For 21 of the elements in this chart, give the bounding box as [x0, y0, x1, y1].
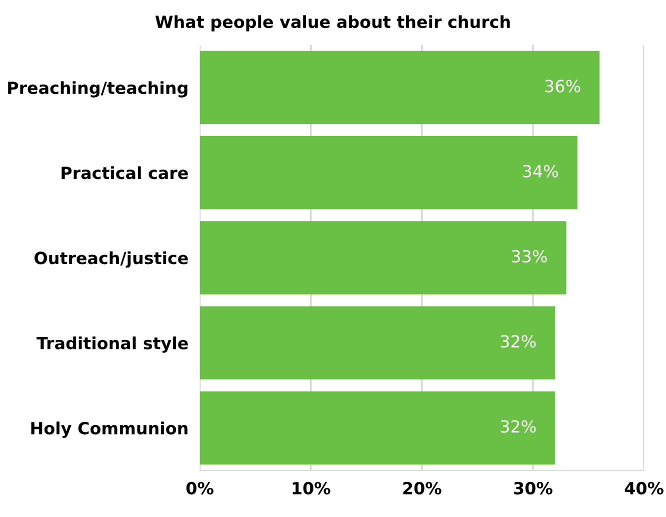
x-tick-label: 0%	[186, 482, 214, 494]
x-tick-label: 40%	[624, 482, 664, 494]
bar	[200, 50, 600, 124]
bar	[200, 221, 566, 294]
data-label: 36%	[545, 80, 580, 92]
data-label: 33%	[512, 250, 547, 263]
x-tick-label: 30%	[514, 482, 552, 494]
data-label: 34%	[523, 164, 558, 178]
data-label: 32%	[500, 335, 536, 348]
y-tick-label: Preaching/teaching	[8, 81, 188, 98]
data-label: 32%	[500, 420, 536, 433]
y-tick-label: Practical care	[62, 166, 188, 180]
y-tick-label: Holy Communion	[31, 422, 188, 438]
x-tick-label: 10%	[292, 482, 330, 494]
chart-title: What people value about their church	[155, 15, 510, 32]
y-tick-label: Outreach/justice	[34, 251, 188, 268]
bar	[200, 391, 556, 465]
bar	[200, 306, 556, 380]
bar	[200, 136, 578, 210]
x-tick-label: 20%	[403, 482, 442, 494]
y-tick-label: Traditional style	[36, 336, 188, 353]
